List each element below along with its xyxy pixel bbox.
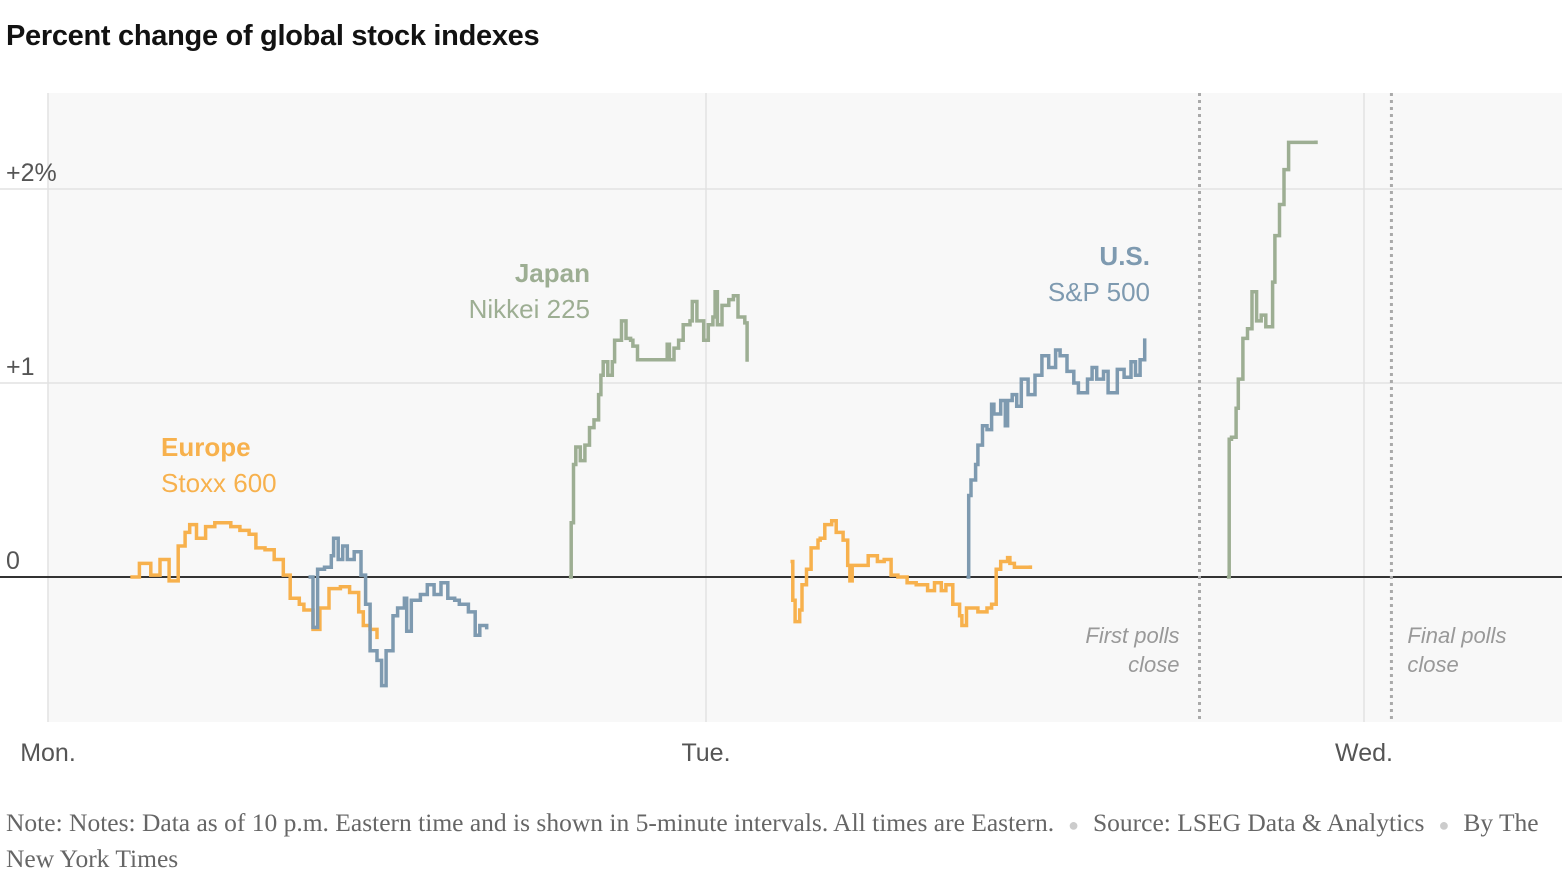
- series-label-name: Japan: [515, 258, 590, 288]
- separator-dot: ●: [1068, 815, 1079, 836]
- series-line-europe: [790, 518, 1033, 628]
- y-tick-label: +1: [6, 353, 35, 381]
- series-label-name: Europe: [161, 432, 251, 462]
- footer-note: Note: Notes: Data as of 10 p.m. Eastern …: [6, 808, 1055, 837]
- footer-credit: By The New York Times: [6, 808, 1539, 874]
- series-label-index: Nikkei 225: [469, 294, 590, 324]
- x-tick-label: Mon.: [20, 739, 76, 767]
- annotation-text: Final polls: [1407, 623, 1506, 648]
- chart-title: Percent change of global stock indexes: [6, 20, 540, 52]
- footer-source: Source: LSEG Data & Analytics: [1092, 808, 1425, 837]
- series-line-japan: [1226, 140, 1318, 579]
- y-tick-label: 0: [6, 547, 20, 575]
- annotation-text: close: [1407, 652, 1458, 677]
- gridlines: [0, 93, 1562, 722]
- series-line-us: [966, 338, 1147, 579]
- annotations: First polls close Final polls close: [1085, 93, 1506, 722]
- footer: Note: Notes: Data as of 10 p.m. Eastern …: [6, 806, 1556, 876]
- y-tick-label: +2%: [6, 159, 57, 187]
- annotation-text: close: [1128, 652, 1179, 677]
- series-labels: Europe Stoxx 600 Japan Nikkei 225 U.S. S&P 50…: [161, 241, 1150, 498]
- series-label-name: U.S.: [1099, 241, 1150, 271]
- annotation-text: First polls: [1085, 623, 1179, 648]
- y-axis: +2% +1 0: [6, 159, 57, 575]
- plot-background: [48, 93, 1562, 722]
- series-line-europe: [130, 520, 379, 640]
- x-tick-label: Wed.: [1335, 739, 1393, 767]
- x-tick-label: Tue.: [681, 739, 730, 767]
- series-lines: [130, 140, 1318, 688]
- chart: +2% +1 0 Mon. Tue. Wed. First polls close Fina…: [0, 93, 1562, 767]
- series-label-index: Stoxx 600: [161, 468, 277, 498]
- x-axis: Mon. Tue. Wed.: [20, 739, 1393, 767]
- series-line-japan: [568, 290, 749, 579]
- separator-dot: ●: [1438, 815, 1450, 836]
- series-label-index: S&P 500: [1048, 277, 1150, 307]
- series-line-us: [308, 536, 489, 688]
